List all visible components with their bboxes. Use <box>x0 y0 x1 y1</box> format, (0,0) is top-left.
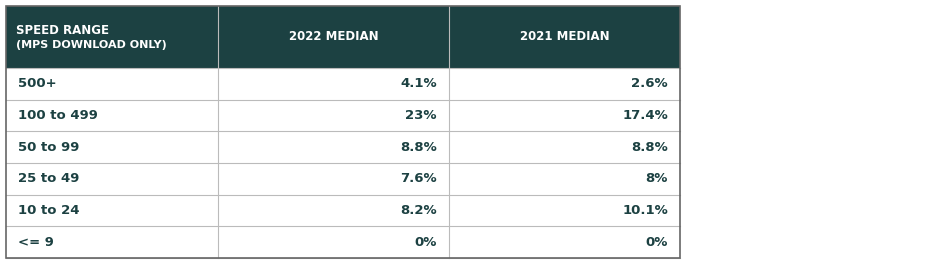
Bar <box>6 226 680 258</box>
Text: 2021 MEDIAN: 2021 MEDIAN <box>519 30 609 43</box>
Text: 2022 MEDIAN: 2022 MEDIAN <box>288 30 378 43</box>
Text: 7.6%: 7.6% <box>400 172 436 185</box>
Text: 100 to 499: 100 to 499 <box>18 109 98 122</box>
Text: 8%: 8% <box>645 172 667 185</box>
Bar <box>6 163 680 195</box>
Text: 10.1%: 10.1% <box>621 204 667 217</box>
Text: SPEED RANGE: SPEED RANGE <box>16 24 109 37</box>
Text: 23%: 23% <box>405 109 436 122</box>
Text: 4.1%: 4.1% <box>400 77 436 90</box>
Bar <box>6 131 680 163</box>
Text: 10 to 24: 10 to 24 <box>18 204 79 217</box>
Text: (MPS DOWNLOAD ONLY): (MPS DOWNLOAD ONLY) <box>16 40 166 50</box>
Text: 2.6%: 2.6% <box>631 77 667 90</box>
Text: 17.4%: 17.4% <box>621 109 667 122</box>
Bar <box>6 68 680 100</box>
Text: 8.2%: 8.2% <box>400 204 436 217</box>
Text: 0%: 0% <box>414 236 436 249</box>
Text: 25 to 49: 25 to 49 <box>18 172 79 185</box>
Bar <box>6 100 680 131</box>
Text: 0%: 0% <box>645 236 667 249</box>
Bar <box>6 6 680 68</box>
Text: <= 9: <= 9 <box>18 236 54 249</box>
Text: 8.8%: 8.8% <box>400 141 436 154</box>
Bar <box>6 195 680 226</box>
Text: 8.8%: 8.8% <box>631 141 667 154</box>
Text: 50 to 99: 50 to 99 <box>18 141 79 154</box>
Bar <box>6 6 680 258</box>
Text: 500+: 500+ <box>18 77 57 90</box>
